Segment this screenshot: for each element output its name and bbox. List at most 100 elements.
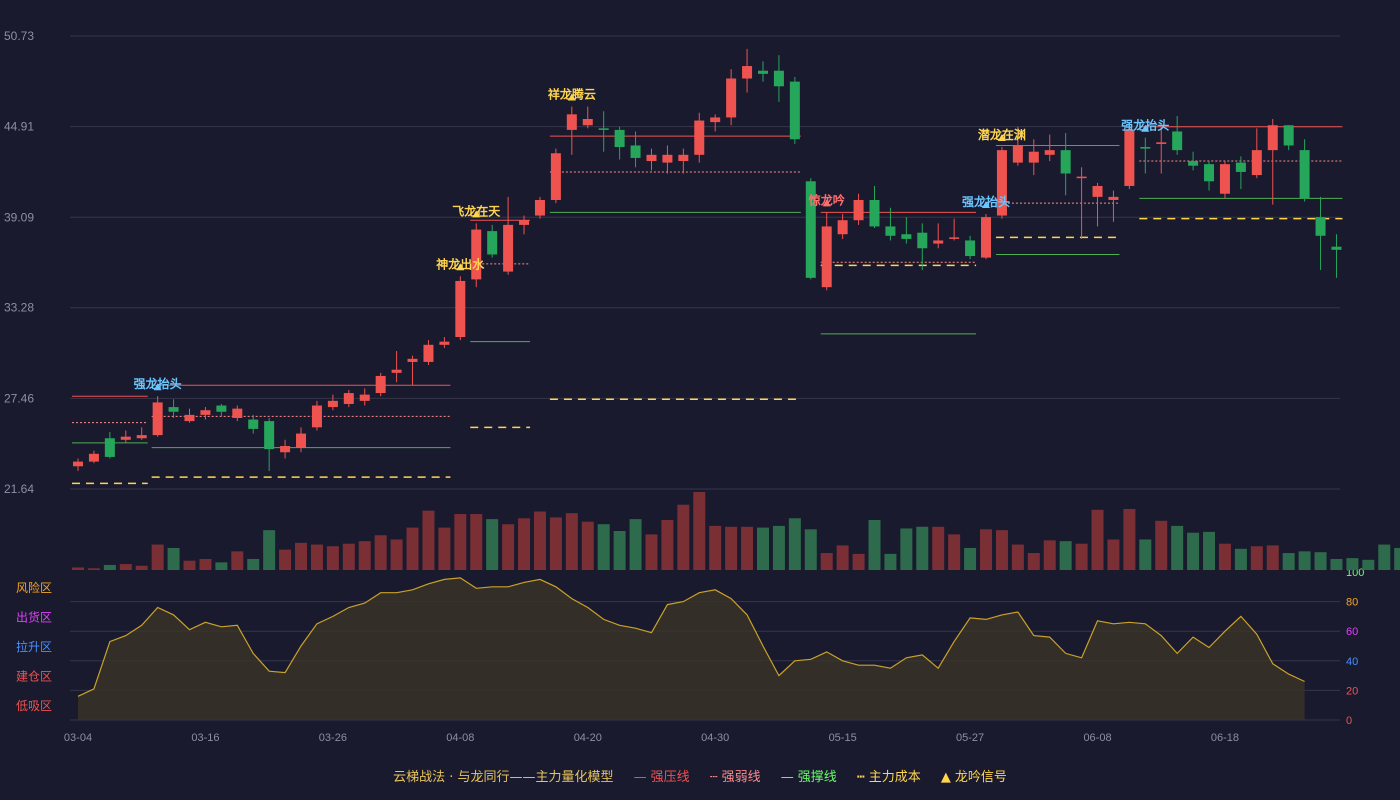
price-tick-label: 44.91 [4, 120, 34, 134]
signal-triangle-icon [567, 93, 576, 101]
candle-body [375, 375, 386, 394]
volume-bar [358, 541, 371, 570]
indicator-line [77, 577, 1305, 697]
volume-bar [868, 519, 881, 570]
volume-bar [72, 567, 84, 570]
candle-body [614, 129, 625, 148]
signal-label: 强龙抬头 [962, 194, 1010, 209]
candle-body [789, 81, 800, 140]
volume-bar [980, 529, 993, 570]
volume-bar [948, 534, 961, 570]
legend-item-weak-pressure[interactable]: ┄ 强弱线 [709, 770, 761, 785]
candle-body [662, 154, 673, 163]
price-tick-label: 27.46 [4, 391, 34, 405]
volume-bar [964, 547, 977, 570]
legend-item-support[interactable]: — 强撑线 [780, 770, 837, 785]
volume-bar [119, 564, 132, 570]
candle-body [646, 154, 657, 162]
indicator-zone-label: 建仓区 [16, 670, 52, 684]
volume-bar [247, 558, 260, 570]
volume-bar [725, 526, 738, 570]
volume-bar [454, 514, 467, 570]
volume-bar [390, 539, 403, 570]
candle-body [566, 114, 577, 130]
candle-body [550, 153, 561, 200]
volume-bar [709, 525, 722, 570]
volume-bar [438, 527, 451, 570]
candle-body [598, 128, 609, 130]
volume-bar [1394, 547, 1400, 570]
volume-bar [231, 551, 244, 570]
volume-bar [995, 530, 1008, 570]
legend-label: 主力成本 [868, 770, 921, 785]
volume-bar [533, 511, 546, 570]
volume-bar [772, 525, 785, 570]
x-tick-label: 06-18 [1211, 732, 1239, 744]
signal-triangle-icon [997, 134, 1006, 142]
candle-body [710, 117, 721, 123]
volume-bar [502, 524, 515, 570]
volume-bar [103, 564, 116, 570]
volume-bar [1298, 551, 1311, 570]
signal-label: 潜龙在渊 [978, 127, 1026, 142]
candle-body [1235, 162, 1246, 172]
candle-body [407, 358, 418, 362]
candle-body [120, 436, 131, 440]
volume-bar [932, 526, 945, 570]
candle-body [582, 119, 593, 126]
candle-body [248, 419, 259, 429]
volume-bar [1011, 544, 1024, 570]
volume-bar [1107, 539, 1120, 570]
legend-label: 强压线 [650, 770, 690, 785]
price-tick-label: 33.28 [4, 301, 34, 315]
candle-body [694, 120, 705, 155]
volume-bar [916, 526, 929, 570]
legend-item-strong-pressure[interactable]: — 强压线 [633, 770, 690, 785]
chart-legend: 云梯战法 · 与龙同行——主力量化模型 — 强压线 ┄ 强弱线 — 强撑线 ┅ 主力成本… [0, 766, 1400, 785]
volume-bar [486, 519, 499, 570]
candle-body [136, 435, 147, 439]
candle-body [1156, 142, 1167, 144]
volume-bar [87, 568, 100, 570]
candle-body [311, 405, 322, 428]
volume-bar [279, 549, 292, 570]
candle-body [1219, 164, 1230, 194]
candle-body [359, 394, 370, 401]
candle-body [519, 220, 530, 225]
candle-body [726, 78, 737, 118]
candle-body [1283, 125, 1294, 146]
legend-item-cost[interactable]: ┅ 主力成本 [856, 770, 921, 785]
legend-item-signal[interactable]: ▲ 龙吟信号 [941, 766, 1007, 785]
volume-bar [374, 535, 387, 570]
volume-bar [1362, 559, 1375, 570]
candle-body [487, 231, 498, 255]
volume-bar [756, 527, 769, 570]
volume-bar [326, 546, 339, 570]
volume-bar [342, 543, 355, 570]
indicator-tick-label: 0 [1346, 715, 1352, 727]
candle-body [837, 220, 848, 235]
legend-label: 龙吟信号 [954, 770, 1007, 785]
candle-body [949, 237, 960, 239]
candle-body [327, 400, 338, 408]
signal-triangle-icon [456, 263, 465, 271]
signal-label: 神龙出水 [436, 256, 485, 271]
candle-body [1188, 161, 1199, 166]
candle-body [933, 240, 944, 244]
candle-body [805, 181, 816, 278]
x-tick-label: 04-30 [701, 732, 729, 744]
volume-bar [836, 545, 849, 570]
signal-triangle-icon [153, 383, 162, 391]
candle-body [471, 229, 482, 280]
signal-label: 飞龙在天 [452, 203, 501, 218]
candle-body [1172, 131, 1183, 151]
candle-body [917, 232, 928, 249]
candle-body [88, 453, 99, 462]
volume-bar [199, 558, 212, 570]
volume-bar [597, 524, 610, 570]
candle-body [678, 154, 689, 162]
candle-body [981, 217, 992, 258]
volume-bar [852, 553, 865, 570]
volume-bar [167, 547, 180, 570]
volume-bar [1330, 558, 1343, 570]
